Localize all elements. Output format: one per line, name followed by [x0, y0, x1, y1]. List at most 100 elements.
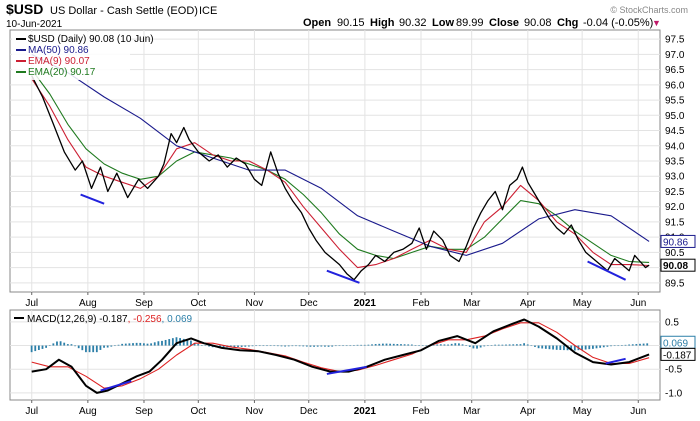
macd-y-tick-label: -0.5: [665, 365, 683, 376]
macd-histogram-bar: [631, 344, 634, 346]
macd-histogram-bar: [418, 345, 420, 347]
macd-line-macd: [31, 318, 650, 394]
macd-histogram-bar: [559, 345, 562, 350]
price-y-tick-label: 95.5: [665, 96, 685, 107]
macd-histogram-bar: [425, 345, 428, 347]
macd-histogram-bar: [534, 345, 536, 347]
macd-histogram-bar: [490, 345, 493, 346]
macd-trendlines: [100, 357, 626, 392]
macd-x-tick-label: Sep: [135, 406, 153, 417]
macd-panel: 0.50.0-0.5-1.0 0.069-0.187 MACD(12,26,9)…: [9, 309, 696, 401]
macd-histogram-bar: [381, 343, 384, 346]
macd-histogram-bar: [208, 345, 210, 347]
price-right-label-box: [660, 258, 696, 272]
open-label: Open: [303, 17, 331, 29]
macd-histogram-bar: [501, 344, 504, 346]
macd-histogram-bar: [316, 345, 319, 347]
macd-histogram-bar: [233, 345, 236, 348]
macd-histogram-bar: [128, 343, 131, 346]
macd-histogram-bar: [447, 344, 449, 346]
price-y-tick-label: 93.5: [665, 157, 685, 168]
macd-histogram-bar: [613, 345, 616, 347]
macd-histogram-bar: [458, 343, 460, 346]
macd-histogram-bar: [45, 345, 48, 348]
macd-histogram-bar: [85, 345, 87, 353]
macd-histogram-bar: [461, 344, 464, 346]
macd-gridlines: [10, 310, 660, 400]
macd-histogram-bar: [121, 343, 124, 346]
macd-histogram-bar: [142, 343, 145, 346]
macd-histogram-bar: [132, 343, 134, 346]
macd-right-label-box: [660, 347, 696, 361]
macd-histogram-bar: [103, 345, 105, 348]
price-right-label-box: [660, 234, 696, 248]
macd-histogram-bar: [298, 345, 301, 347]
price-x-tick-label: Jul: [25, 298, 38, 309]
macd-histogram-bar: [334, 345, 337, 347]
macd-histogram-bar: [537, 345, 540, 349]
macd-histogram-bar: [324, 345, 326, 347]
low-value: 89.99: [456, 17, 484, 29]
macd-histogram-bar: [193, 343, 196, 346]
macd-histogram-bar: [581, 345, 583, 350]
price-x-tick-label: 2021: [354, 298, 377, 309]
exchange: ICE: [199, 5, 217, 17]
macd-x-tick-label: Apr: [520, 406, 536, 417]
macd-histogram-bar: [320, 345, 323, 347]
macd-histogram-bar: [483, 345, 486, 347]
macd-histogram-bar: [124, 343, 127, 346]
macd-histogram-bar: [164, 339, 167, 346]
price-y-tick-label: 95.0: [665, 111, 685, 122]
price-legend: $USD (Daily) 90.08 (10 Jun)MA(50) 90.86E…: [12, 32, 154, 80]
chart-date: 10-Jun-2021: [6, 19, 63, 30]
macd-histogram-bar: [555, 345, 558, 350]
close-label: Close: [489, 17, 519, 29]
macd-histogram-bar: [114, 345, 116, 347]
macd-histogram-bar: [287, 345, 290, 347]
macd-histogram-bar: [284, 345, 287, 347]
macd-histogram-bar: [171, 338, 174, 346]
macd-histogram-bar: [81, 345, 84, 351]
macd-histogram-bar: [544, 345, 547, 349]
macd-histogram-bar: [135, 342, 138, 346]
macd-histogram-bar: [146, 343, 149, 346]
macd-histogram-bar: [229, 345, 232, 348]
macd-x-tick-label: Aug: [79, 406, 97, 417]
macd-trendline-2: [605, 357, 626, 365]
macd-histogram-bar: [197, 344, 200, 346]
macd-histogram-bar: [523, 343, 526, 346]
macd-histogram-bar: [251, 345, 254, 347]
price-trendline-2: [587, 260, 627, 281]
price-y-tick-label: 90.5: [665, 248, 685, 259]
macd-histogram-bar: [41, 345, 44, 349]
price-y-tick-label: 92.5: [665, 187, 685, 198]
macd-histogram-bar: [515, 344, 518, 346]
macd-histogram-bar: [157, 341, 160, 346]
high-label: High: [370, 17, 395, 29]
macd-histogram-bar: [476, 345, 478, 349]
macd-histogram-bar: [443, 344, 446, 346]
macd-histogram-bar: [396, 344, 399, 346]
legend-entry-macd: MACD(12,26,9) -0.187: [27, 314, 128, 325]
macd-histogram-bar: [258, 345, 261, 347]
macd-histogram-bar: [56, 341, 58, 346]
macd-histogram-bar: [526, 344, 529, 346]
macd-histogram-bar: [222, 345, 225, 348]
price-x-tick-label: May: [573, 298, 592, 309]
macd-y-tick-label: -1.0: [665, 388, 683, 399]
macd-histogram-bar: [584, 345, 587, 350]
price-legend-bg: [12, 32, 130, 80]
price-x-tick-label: Aug: [79, 298, 97, 309]
macd-histogram-bar: [200, 345, 203, 346]
macd-histogram-bar: [642, 343, 645, 346]
legend-entry-histogram: , 0.069: [162, 314, 193, 325]
macd-histogram-bar: [497, 344, 500, 346]
macd-histogram-bar: [168, 339, 171, 346]
legend-entry-ema9: EMA(9) 90.07: [28, 56, 90, 67]
watermark: © StockCharts.com: [610, 5, 688, 15]
macd-histogram-bar: [494, 344, 497, 346]
price-x-tick-label: Mar: [463, 298, 481, 309]
macd-histogram-bar: [617, 345, 620, 347]
macd-histogram-bar: [400, 344, 402, 346]
close-value: 90.08: [524, 17, 552, 29]
